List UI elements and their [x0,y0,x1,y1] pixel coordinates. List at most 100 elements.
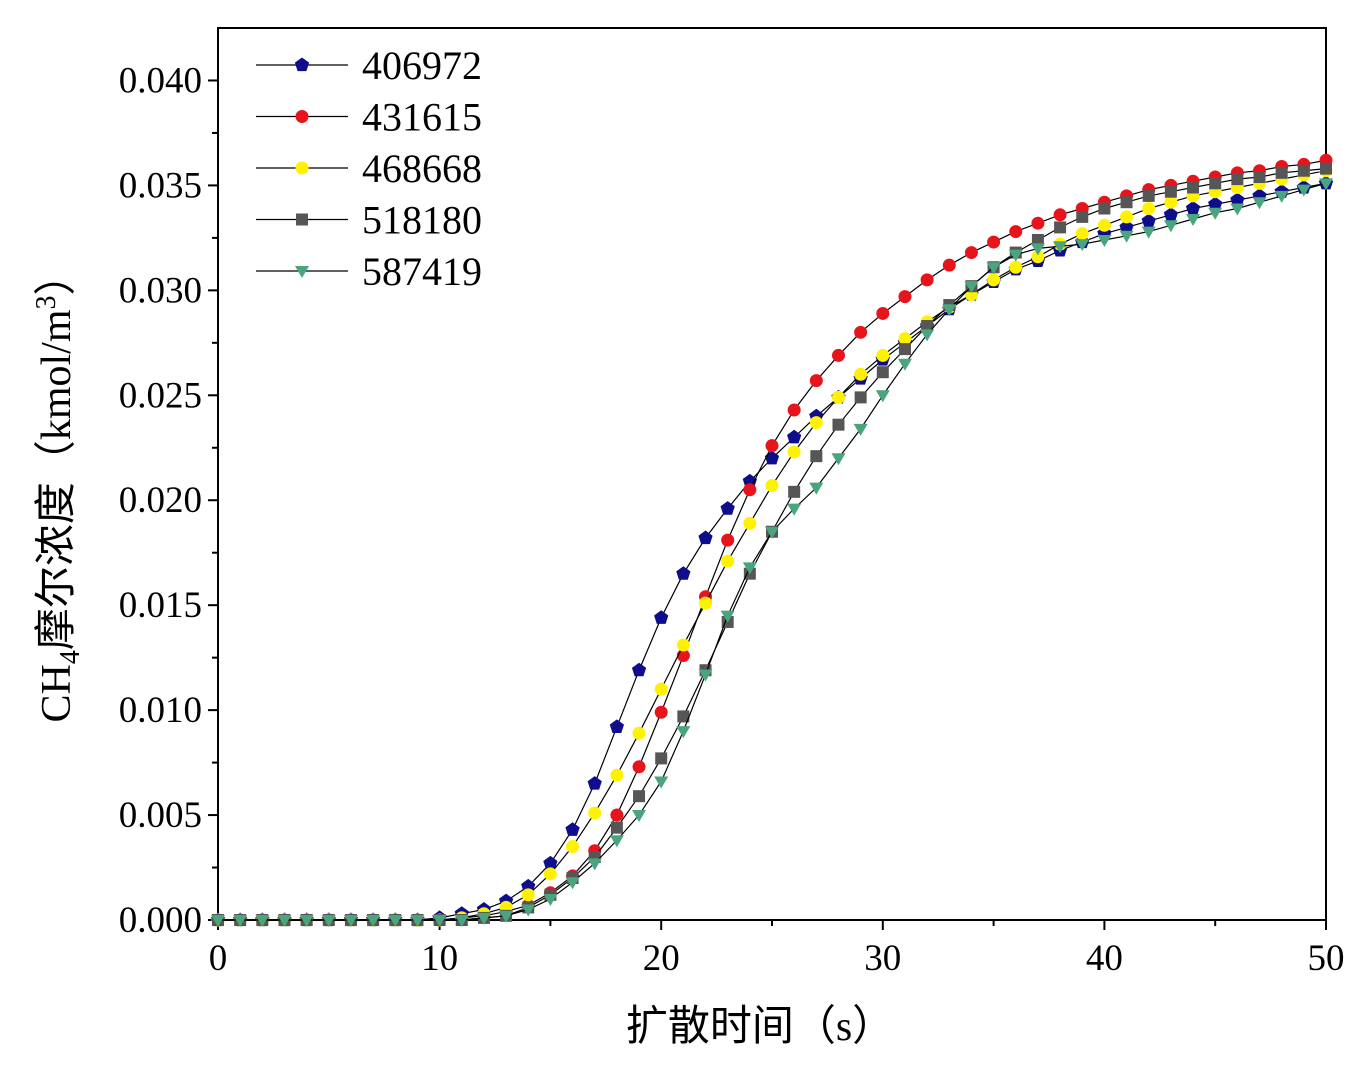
point-518180-19 [633,790,646,803]
point-587419-15 [543,894,558,907]
point-587419-37 [1030,243,1045,256]
point-431615-20 [654,705,668,719]
point-468668-20 [654,682,668,696]
point-518180-39 [1076,210,1089,223]
point-406972-16 [565,822,580,836]
point-587419-41 [1119,230,1134,243]
legend-marker-518180 [296,213,308,226]
point-587419-16 [565,877,580,890]
point-431615-34 [964,246,978,260]
point-431615-33 [942,258,956,272]
y-axis-title: CH4摩尔浓度（kmol/m3） [31,253,86,722]
point-406972-42 [1141,213,1156,228]
point-518180-41 [1120,196,1133,209]
x-tick-label: 50 [1308,938,1345,979]
point-587419-32 [920,329,935,342]
point-468668-41 [1120,210,1134,224]
axes: 0 10 20 30 40 50 0.000 0.005 0.010 0.015 0.020 0.02… [119,27,1345,979]
y-axis-title-main: CH [34,664,80,722]
y-tick-label: 0.025 [119,375,202,416]
legend-entry-406972: 406972 [256,43,482,88]
point-587419-1 [233,915,248,927]
point-406972-23 [720,501,735,515]
point-518180-21 [677,710,690,723]
point-587419-13 [499,910,514,923]
point-406972-21 [676,566,691,580]
point-468668-21 [676,638,690,652]
point-468668-42 [1142,201,1156,215]
legend-label: 587419 [362,249,482,294]
point-587419-36 [1008,249,1023,262]
point-587419-23 [720,610,735,623]
point-468668-24 [743,516,757,530]
point-518180-49 [1297,164,1310,177]
point-518180-45 [1209,177,1222,190]
point-518180-29 [854,391,867,404]
y-axis-title-subscript: 4 [55,650,86,664]
point-468668-31 [898,332,912,346]
point-431615-29 [854,325,868,339]
y-tick-label: 0.035 [119,165,202,206]
point-468668-29 [854,367,868,381]
point-587419-20 [654,776,669,789]
point-587419-22 [698,669,713,682]
point-431615-18 [610,808,624,822]
point-431615-38 [1053,208,1067,222]
x-tick-label: 30 [864,938,901,979]
legend-marker-431615 [295,110,309,123]
point-406972-24 [742,473,757,488]
x-tick-label: 20 [643,938,680,979]
legend: 406972 431615 468668 518180 587419 [256,43,482,294]
point-587419-45 [1208,207,1223,220]
y-axis-title-superscript: 3 [31,295,62,309]
y-axis-title-end: ） [34,253,80,295]
point-406972-44 [1185,201,1201,215]
point-587419-26 [787,503,802,516]
point-518180-20 [655,752,668,765]
point-518180-31 [898,343,911,356]
point-587419-29 [853,423,868,436]
point-431615-32 [920,273,934,287]
point-587419-19 [632,810,647,823]
point-431615-35 [987,235,1001,249]
legend-marker-468668 [295,161,309,175]
point-587419-4 [299,915,314,927]
point-468668-23 [721,554,735,568]
legend-entry-518180: 518180 [256,198,482,243]
point-406972-41 [1119,219,1134,234]
point-518180-27 [810,450,823,463]
point-431615-31 [898,290,912,304]
point-587419-5 [321,915,336,927]
legend-label: 406972 [362,43,482,88]
point-431615-37 [1031,216,1045,230]
point-406972-25 [764,450,780,465]
y-tick-label: 0.020 [119,480,202,521]
y-tick-label: 0.040 [119,60,202,101]
point-587419-38 [1053,241,1068,254]
point-518180-42 [1142,189,1155,202]
point-468668-25 [765,479,779,493]
point-587419-8 [388,915,403,927]
y-tick-label: 0.015 [119,585,202,626]
point-587419-48 [1274,190,1289,203]
point-587419-24 [742,562,757,575]
point-587419-33 [942,304,957,317]
point-587419-3 [277,915,292,927]
point-431615-23 [721,533,735,547]
point-587419-14 [521,904,536,917]
point-518180-50 [1320,162,1332,175]
point-587419-6 [343,915,358,927]
point-587419-35 [986,262,1001,275]
x-tick-label: 0 [209,938,228,979]
point-406972-14 [521,878,536,893]
point-587419-42 [1141,226,1156,239]
point-468668-18 [610,768,624,782]
point-587419-2 [255,915,270,927]
point-406972-20 [654,610,669,624]
point-587419-0 [211,915,225,927]
point-468668-37 [1031,250,1045,264]
point-468668-39 [1075,227,1089,241]
point-587419-28 [831,453,846,466]
point-518180-26 [788,485,801,498]
point-518180-46 [1231,173,1244,186]
